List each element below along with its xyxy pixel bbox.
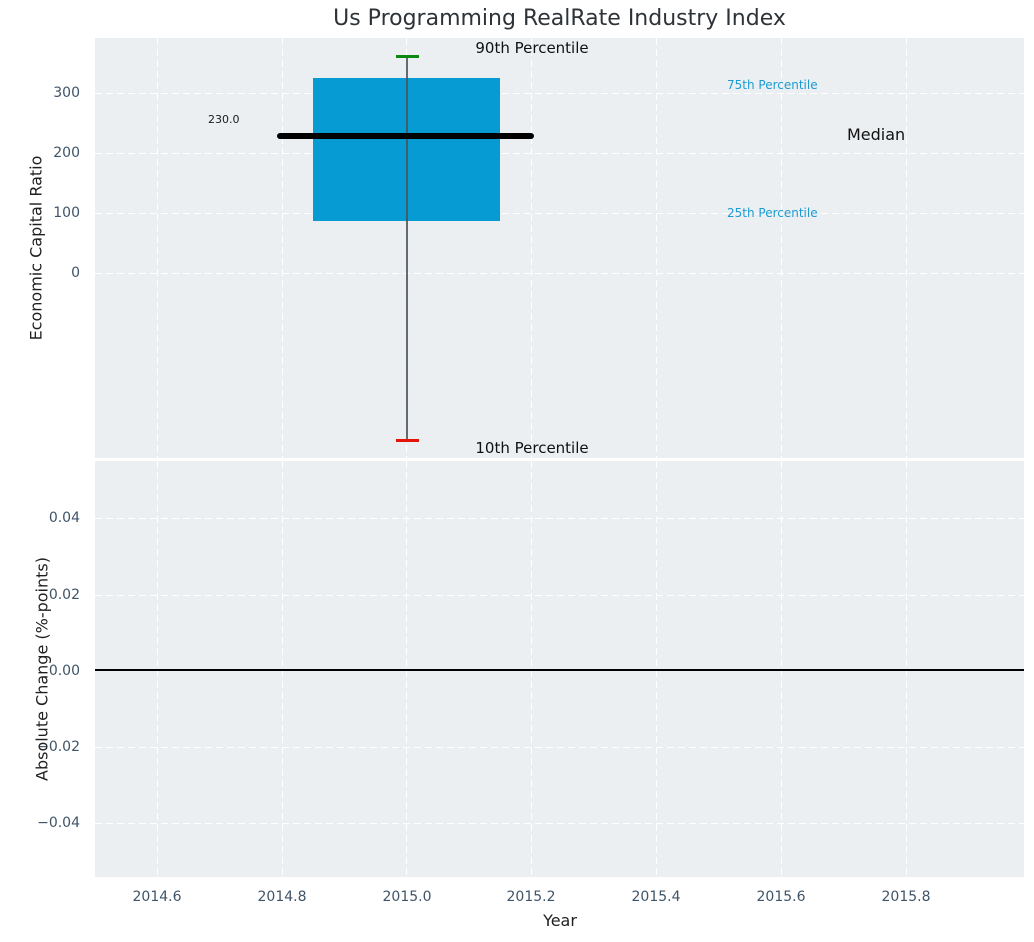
x-axis-label: Year	[543, 911, 577, 930]
bottom-plot-area	[95, 461, 1024, 877]
bottom-y-axis-label: Absolute Change (%-points)	[32, 557, 52, 781]
percentile-90-cap	[396, 55, 419, 58]
top-plot-area: 230.0 90th Percentile 10th Percentile 75…	[95, 38, 1024, 458]
annotation-25th-percentile: 25th Percentile	[727, 206, 818, 220]
annotation-75th-percentile: 75th Percentile	[727, 78, 818, 92]
horizontal-gridline	[95, 273, 1024, 274]
ytick-bot-n002: −0.02	[37, 739, 80, 755]
annotation-median: Median	[847, 125, 906, 144]
vertical-gridline	[157, 38, 158, 458]
ytick-bot-n004: −0.04	[37, 815, 80, 831]
ytick-bot-000: 0.00	[48, 663, 80, 679]
horizontal-gridline	[95, 153, 1024, 154]
horizontal-gridline	[95, 747, 1024, 748]
horizontal-gridline	[95, 213, 1024, 214]
xtick-2014-6: 2014.6	[132, 889, 182, 905]
vertical-gridline	[282, 38, 283, 458]
ytick-bot-004: 0.04	[48, 510, 80, 526]
top-y-axis-label: Economic Capital Ratio	[26, 155, 46, 341]
horizontal-gridline	[95, 93, 1024, 94]
vertical-gridline	[531, 38, 532, 458]
horizontal-gridline	[95, 595, 1024, 596]
ytick-top-300: 300	[53, 85, 80, 101]
zero-change-line	[95, 669, 1024, 671]
vertical-gridline	[656, 38, 657, 458]
xtick-2015-0: 2015.0	[382, 889, 432, 905]
ytick-top-200: 200	[53, 145, 80, 161]
vertical-gridline	[781, 38, 782, 458]
annotation-90th-percentile: 90th Percentile	[475, 39, 589, 57]
horizontal-gridline	[95, 823, 1024, 824]
percentile-10-cap	[396, 439, 419, 442]
xtick-2015-6: 2015.6	[756, 889, 806, 905]
ytick-top-0: 0	[71, 265, 80, 281]
median-value-label: 230.0	[208, 113, 240, 126]
xtick-2015-4: 2015.4	[631, 889, 681, 905]
ytick-bot-002: 0.02	[48, 587, 80, 603]
ytick-top-100: 100	[53, 205, 80, 221]
boxplot-median-line	[277, 133, 534, 139]
xtick-2015-8: 2015.8	[881, 889, 931, 905]
boxplot-whisker-line	[406, 57, 408, 442]
chart-title: Us Programming RealRate Industry Index	[333, 6, 786, 31]
xtick-2015-2: 2015.2	[506, 889, 556, 905]
vertical-gridline	[906, 38, 907, 458]
annotation-10th-percentile: 10th Percentile	[475, 439, 589, 457]
xtick-2014-8: 2014.8	[257, 889, 307, 905]
horizontal-gridline	[95, 518, 1024, 519]
